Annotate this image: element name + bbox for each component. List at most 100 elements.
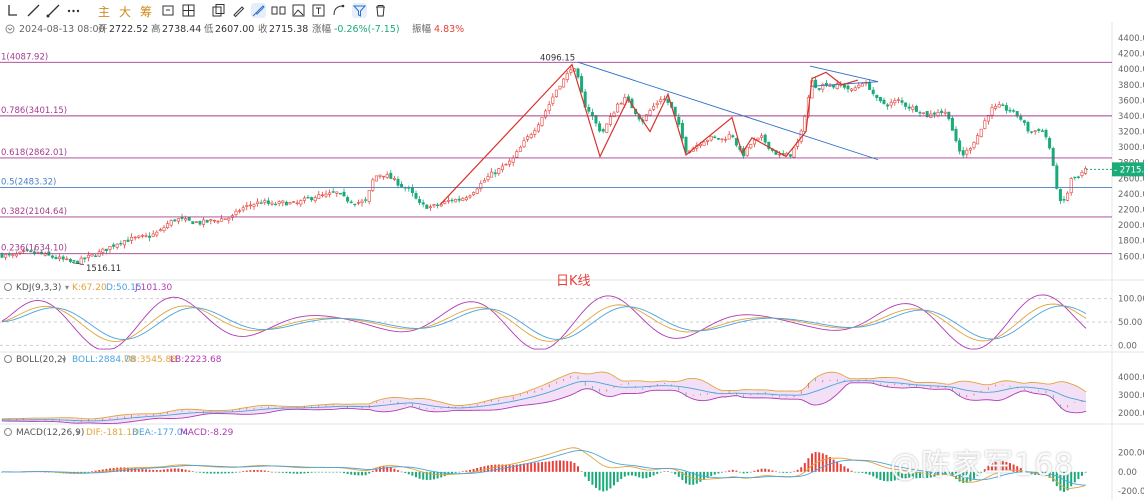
candle-body [515,151,519,158]
candle-body [644,114,648,121]
macd-histogram-bar [724,471,727,473]
main-indicator-button[interactable]: 主 [98,5,111,19]
filter-icon[interactable] [352,3,367,18]
text-box-icon[interactable] [311,3,326,18]
macd-histogram-bar [314,471,317,473]
macd-histogram-bar [631,471,633,476]
macd-histogram-bar [983,469,986,472]
macd-histogram-bar [519,464,522,472]
macd-histogram-bar [821,453,824,472]
macd-histogram-bar [580,471,583,472]
candle-body [292,201,296,203]
candle-body [940,110,944,114]
macd-histogram-bar [512,464,515,472]
candle-body [954,128,958,142]
candle-body [612,112,616,118]
chip-indicator-button[interactable]: 筹 [140,5,153,19]
trend-line [809,65,879,83]
candle-body [601,129,605,132]
trash-icon[interactable] [373,3,388,18]
magnet-icon[interactable] [331,3,346,18]
macd-histogram-bar [141,468,144,472]
macd-histogram-bar [767,469,770,472]
trend-line-icon[interactable] [26,3,41,18]
macd-tick-label: 0.00 [1118,468,1137,478]
copy-icon[interactable] [211,3,226,18]
candle-body [1022,120,1026,123]
macd-histogram-bar [375,468,378,472]
boll-band-fill [2,371,1086,424]
macd-histogram-bar [641,471,644,479]
macd-histogram-bar [303,471,306,474]
candle-body [36,251,40,254]
macd-histogram-bar [94,470,97,472]
kdj-settings-icon[interactable] [4,283,12,291]
macd-histogram-bar [220,471,223,474]
macd-dif-line [1,447,1086,489]
shapes-icon[interactable] [271,3,286,18]
y-tick-label: 4000.00 [1118,65,1144,75]
candle-body [853,87,857,91]
macd-histogram-bar [991,463,993,472]
boll-settings-icon[interactable] [4,355,12,363]
sync-icon[interactable] [161,3,176,18]
macd-histogram-bar [789,471,792,473]
macd-histogram-bar [382,466,385,472]
macd-histogram-bar [987,465,990,472]
low-annotation-pointer [71,262,85,265]
candle-body [731,135,735,138]
candle-body [943,111,947,114]
candle-body [1055,165,1059,189]
candle-body [238,210,242,212]
cursor-icon[interactable] [6,3,21,18]
macd-histogram-bar [242,471,245,472]
candle-body [14,253,18,257]
macd-histogram-bar [177,468,180,472]
macd-histogram-bar [947,471,950,475]
brush-icon[interactable] [251,3,266,18]
macd-histogram-bar [901,471,903,480]
candle-body [317,194,321,199]
big-indicator-button[interactable]: 大 [119,5,132,19]
candle-body [25,249,29,251]
macd-histogram-bar [1077,471,1080,480]
boll-lower-label: LB:2223.68 [170,355,222,365]
more-icon[interactable] [66,3,81,18]
macd-histogram-bar [674,471,677,475]
macd-histogram-bar [206,471,209,474]
macd-histogram-bar [188,470,191,472]
candle-body [446,200,450,202]
macd-settings-icon[interactable] [4,428,12,436]
macd-histogram-bar [620,471,623,480]
boll-dropdown-icon[interactable]: ▾ [62,355,66,364]
candle-body [932,112,936,115]
macd-histogram-bar [998,461,1001,472]
collapse-icon[interactable] [5,24,15,34]
image-icon[interactable] [291,3,306,18]
macd-histogram-bar [753,470,756,472]
candle-body [227,217,231,221]
ray-line-icon[interactable] [46,3,61,18]
fib-level-label: 0.5(2483.32) [1,177,56,187]
candle-body [288,202,292,205]
candle-body [313,197,317,201]
grid-icon[interactable] [181,3,196,18]
macd-histogram-bar [771,470,774,472]
macd-histogram-bar [800,467,803,472]
candle-body [115,243,119,248]
kdj-dropdown-icon[interactable]: ▾ [65,283,69,292]
macd-histogram-bar [937,471,939,476]
candle-body [58,256,62,260]
candle-body [587,107,591,112]
macd-histogram-bar [825,454,828,472]
candle-body [464,197,468,201]
pen-icon[interactable] [231,3,246,18]
candle-body [508,160,512,165]
macd-histogram-bar [638,471,641,478]
candle-body [486,176,490,181]
high-annotation: 4096.15 [540,54,575,64]
macd-histogram-bar [371,470,374,472]
candle-body [245,204,249,207]
macd-dropdown-icon[interactable]: ▾ [76,428,80,437]
